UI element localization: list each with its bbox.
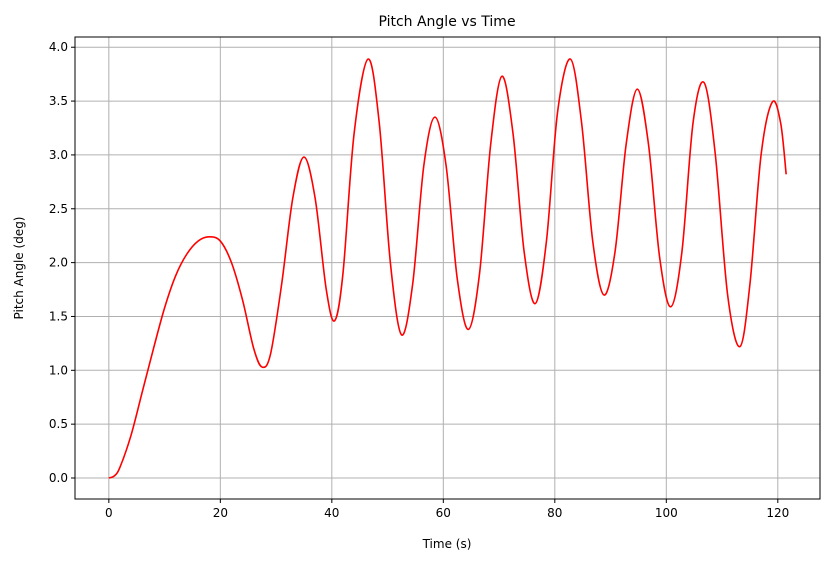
x-tick-label: 20 <box>213 506 228 520</box>
y-tick-label: 3.0 <box>49 148 68 162</box>
y-axis-label: Pitch Angle (deg) <box>12 217 26 320</box>
x-tick-label: 80 <box>547 506 562 520</box>
line-series <box>108 58 787 479</box>
x-tick-label: 0 <box>105 506 113 520</box>
x-tick-label: 100 <box>655 506 678 520</box>
chart-title: Pitch Angle vs Time <box>378 14 515 30</box>
y-tick-label: 3.5 <box>49 94 68 108</box>
x-tick-label: 60 <box>436 506 451 520</box>
x-tick-label: 40 <box>324 506 339 520</box>
y-tick-label: 0.0 <box>49 471 68 485</box>
plot-frame <box>74 36 821 500</box>
y-tick-label: 2.5 <box>49 202 68 216</box>
y-tick-label: 0.5 <box>49 417 68 431</box>
x-tick-label: 120 <box>766 506 789 520</box>
x-axis-label: Time (s) <box>422 537 472 551</box>
y-tick-label: 4.0 <box>49 40 68 54</box>
y-tick-label: 1.5 <box>49 309 68 323</box>
y-tick-label: 2.0 <box>49 256 68 270</box>
y-tick-label: 1.0 <box>49 363 68 377</box>
